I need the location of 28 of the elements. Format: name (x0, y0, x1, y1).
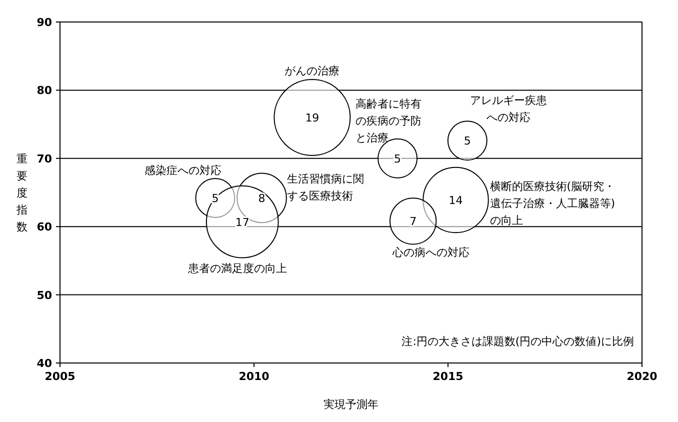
data-label: 14 (448, 194, 463, 207)
data-label: 17 (235, 216, 250, 229)
series-label: アレルギー疾患への対応 (470, 94, 547, 124)
y-tick-label: 70 (36, 152, 52, 166)
x-tick-label: 2005 (44, 370, 76, 383)
y-tick-label: 80 (36, 84, 52, 98)
data-label: 8 (258, 192, 266, 205)
data-label: 7 (410, 215, 417, 228)
series-label: がんの治療 (284, 64, 340, 78)
x-tick-label: 2020 (626, 370, 658, 383)
series-label: 心の病への対応 (392, 246, 470, 260)
x-tick-label: 2010 (238, 370, 270, 383)
annotation: 注:円の大きさは課題数(円の中心の数値)に比例 (402, 335, 634, 348)
y-tick-label: 90 (36, 16, 52, 29)
series-label: 高齢者に特有の疾病の予防と治療 (356, 97, 422, 144)
y-tick-label: 50 (36, 288, 52, 302)
series-label: 横断的医療技術(脳研究・遺伝子治療・人工臓器等)の向上 (490, 180, 616, 227)
series-label: 生活習慣病に関する医療技術 (286, 172, 364, 202)
data-label: 5 (464, 134, 471, 148)
y-tick-label: 60 (36, 220, 52, 234)
y-tick-label: 40 (36, 357, 52, 370)
x-axis-title: 実現予測年 (324, 398, 378, 411)
data-label: 19 (305, 111, 320, 124)
x-tick-label: 2015 (432, 370, 464, 383)
data-label: 5 (394, 152, 402, 166)
y-axis-title: 重要度指数 (16, 152, 28, 234)
series-label: 感染症への対応 (144, 164, 222, 177)
series-label: 患者の満足度の向上 (186, 262, 287, 275)
